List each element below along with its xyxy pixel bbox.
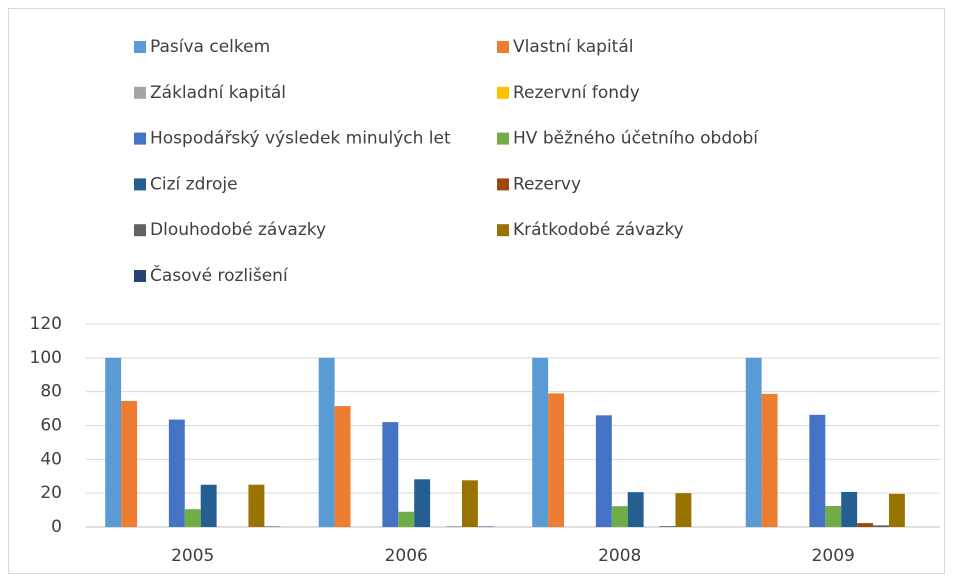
bar (398, 511, 415, 527)
bar (477, 526, 494, 527)
bar (248, 484, 265, 527)
legend-label: Rezervní fondy (513, 83, 640, 103)
bar (841, 491, 858, 527)
legend-swatch (134, 270, 146, 282)
bar (659, 526, 676, 527)
legend-swatch (497, 132, 509, 145)
x-tick-label: 2005 (171, 546, 214, 566)
y-tick-label: 100 (30, 348, 62, 368)
legend-label: Cizí zdroje (150, 174, 238, 194)
bar (461, 480, 478, 527)
bar (611, 506, 628, 527)
y-tick-label: 80 (40, 382, 62, 402)
legend-label: Krátkodobé závazky (513, 220, 684, 240)
bar (548, 393, 565, 527)
bar (200, 484, 217, 527)
legend-swatch (134, 86, 146, 99)
bar (334, 406, 351, 527)
legend-swatch (134, 178, 146, 191)
legend-swatch (134, 224, 146, 237)
y-tick-label: 0 (51, 517, 62, 537)
legend-label: Základní kapitál (150, 83, 286, 103)
y-tick-label: 120 (30, 314, 62, 334)
y-tick-label: 40 (40, 449, 62, 469)
bar (532, 357, 549, 527)
bar (414, 479, 431, 527)
legend-label: Vlastní kapitál (513, 37, 633, 57)
bar (595, 415, 612, 527)
bar (382, 422, 399, 527)
legend-swatch (134, 41, 146, 53)
legend-swatch (497, 224, 509, 237)
legend-swatch (497, 86, 509, 99)
legend-swatch (134, 132, 146, 145)
bar (627, 492, 644, 527)
y-tick-label: 20 (40, 483, 62, 503)
bar (264, 526, 281, 527)
y-tick-label: 60 (40, 416, 62, 436)
legend-swatch (497, 41, 509, 53)
bar (318, 357, 335, 527)
bar (184, 509, 201, 527)
legend-label: Dlouhodobé závazky (150, 220, 326, 240)
bar (825, 506, 842, 527)
bar (873, 525, 889, 527)
x-tick-label: 2008 (598, 546, 641, 566)
legend-swatch (497, 178, 509, 191)
bar (121, 400, 138, 527)
bar (168, 419, 185, 527)
legend-label: Hospodářský výsledek minulých let (150, 129, 451, 149)
bar (888, 493, 905, 527)
x-tick-label: 2009 (812, 546, 855, 566)
bar (675, 493, 692, 527)
bar (745, 357, 762, 527)
bar (857, 523, 874, 527)
legend-label: Rezervy (513, 174, 581, 194)
bar (105, 357, 122, 527)
bar (809, 414, 826, 527)
chart-frame (8, 8, 945, 574)
legend-label: HV běžného účetního období (513, 129, 759, 149)
bar (761, 393, 778, 527)
legend-label: Pasíva celkem (150, 37, 270, 57)
x-tick-label: 2006 (385, 546, 428, 566)
bar (446, 526, 462, 527)
legend-label: Časové rozlišení (150, 264, 289, 286)
